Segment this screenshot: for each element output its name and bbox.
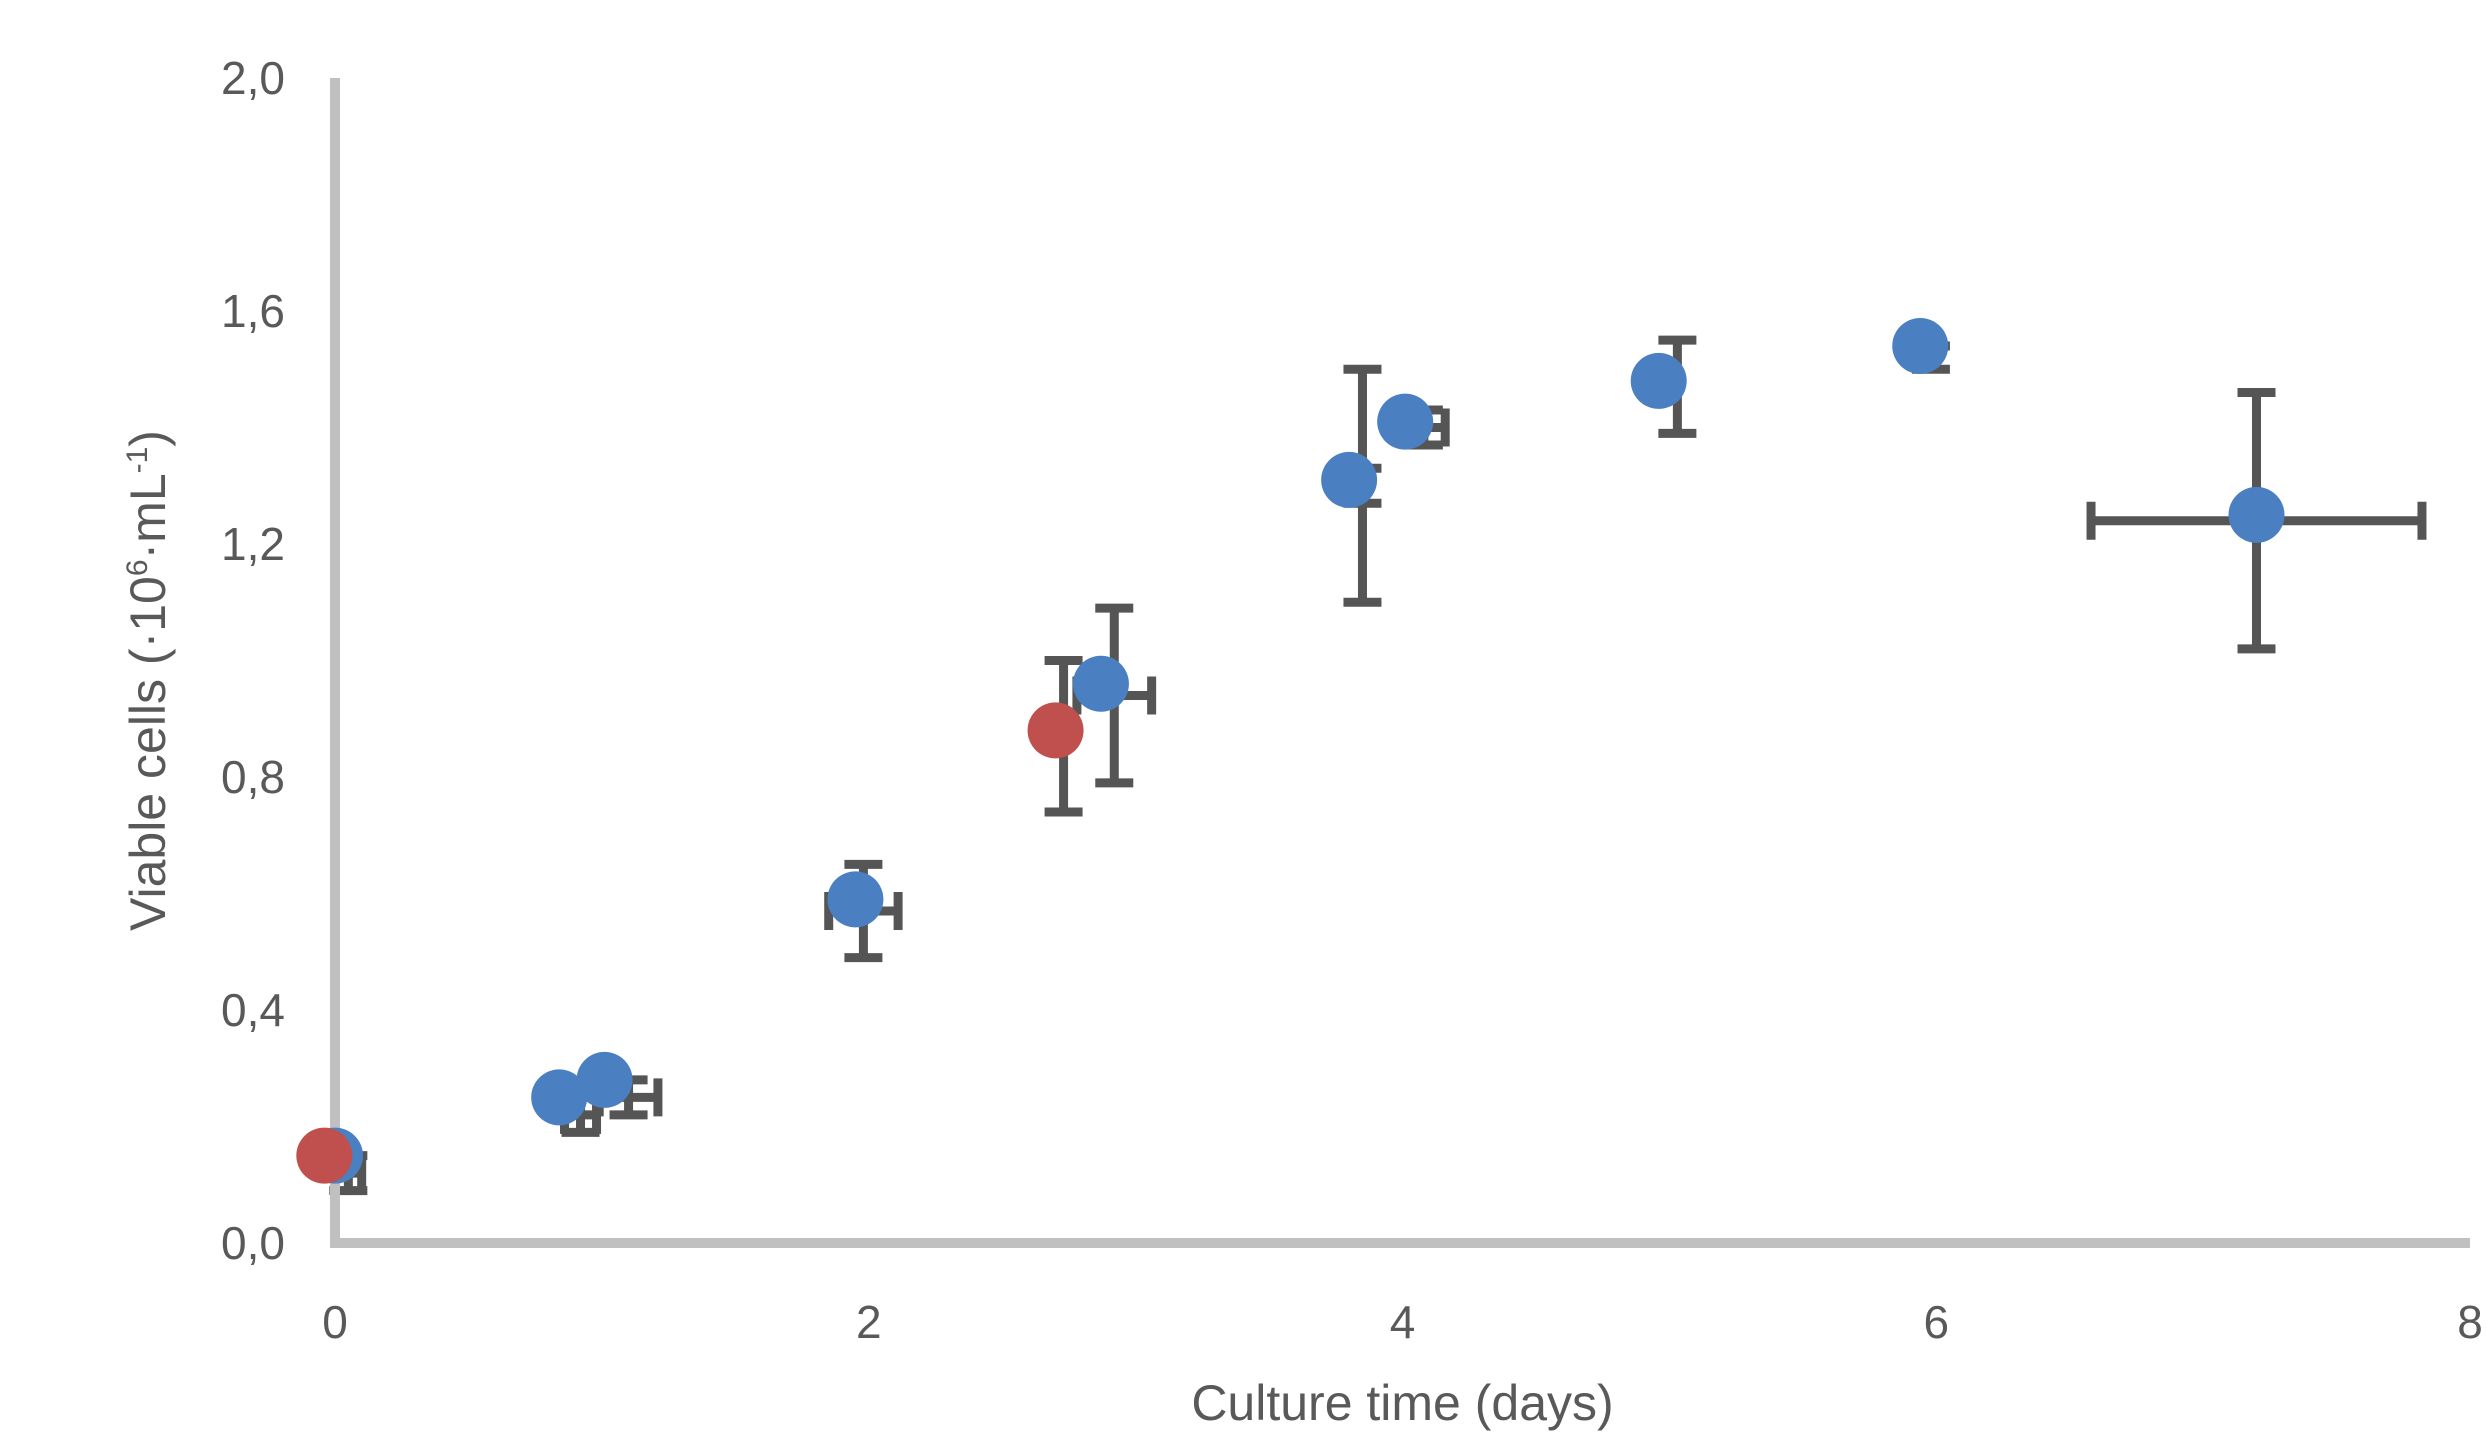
x-tick-label: 8 bbox=[2457, 1296, 2483, 1348]
data-point-blue bbox=[1630, 352, 1687, 409]
data-point-layer bbox=[296, 317, 2285, 1184]
tick-label-layer: 0 2 4 6 8 0,0 0,4 0,8 1,2 1,6 2,0 bbox=[221, 52, 2483, 1348]
axis-layer bbox=[330, 78, 2470, 1248]
data-point-red bbox=[1027, 702, 1084, 759]
y-axis-title-suffix: ) bbox=[120, 430, 176, 447]
y-tick-label: 1,6 bbox=[221, 285, 285, 337]
y-tick-label: 0,0 bbox=[221, 1217, 285, 1269]
x-axis-title: Culture time (days) bbox=[1191, 1375, 1613, 1431]
data-point-blue bbox=[531, 1069, 588, 1126]
data-point-blue bbox=[827, 871, 884, 928]
data-point-blue bbox=[1377, 393, 1434, 450]
y-axis-title-middle: ·mL bbox=[120, 473, 176, 559]
y-tick-label: 0,4 bbox=[221, 984, 285, 1036]
x-tick-label: 2 bbox=[856, 1296, 882, 1348]
data-point-blue bbox=[1892, 317, 1949, 374]
data-point-blue bbox=[1072, 655, 1129, 712]
error-bar-layer bbox=[329, 335, 2427, 1196]
x-tick-label: 0 bbox=[322, 1296, 348, 1348]
data-point-red bbox=[296, 1127, 353, 1184]
y-axis-title-sup-2: -1 bbox=[121, 447, 154, 474]
y-tick-label: 2,0 bbox=[221, 52, 285, 104]
data-point-blue bbox=[1321, 451, 1378, 508]
y-tick-label: 1,2 bbox=[221, 518, 285, 570]
x-tick-label: 6 bbox=[1923, 1296, 1949, 1348]
y-axis-title-sup-1: 6 bbox=[121, 559, 154, 576]
data-point-blue bbox=[2228, 486, 2285, 543]
x-tick-label: 4 bbox=[1390, 1296, 1416, 1348]
y-axis-title-prefix: Viable cells (·10 bbox=[120, 576, 176, 931]
y-tick-label: 0,8 bbox=[221, 751, 285, 803]
y-axis-title: Viable cells (·106·mL-1) bbox=[120, 430, 176, 931]
data-point-blue bbox=[576, 1051, 633, 1108]
